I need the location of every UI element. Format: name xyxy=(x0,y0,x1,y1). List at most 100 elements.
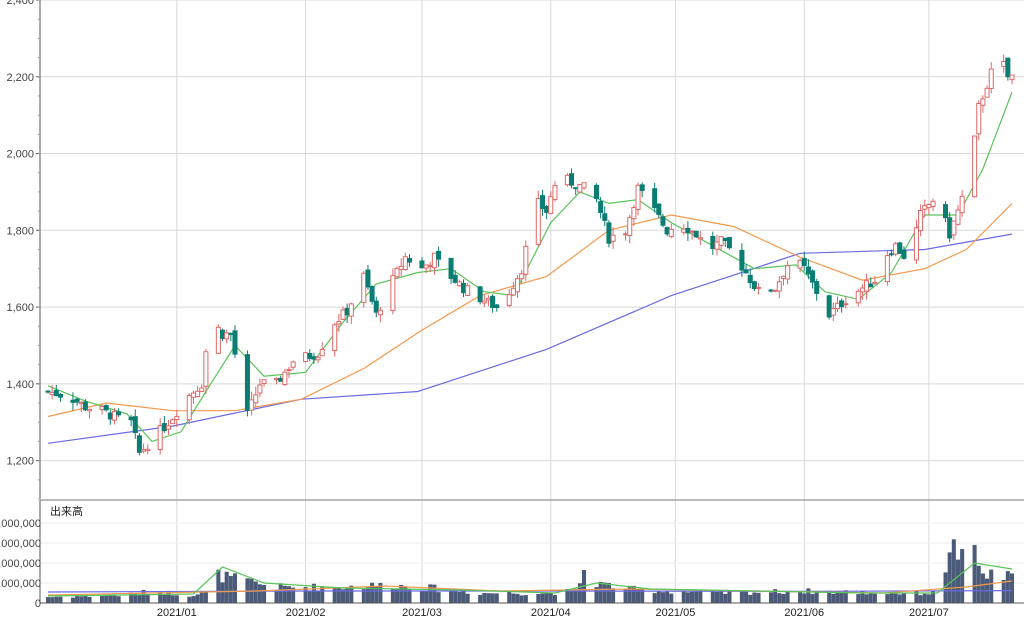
volume-bar xyxy=(216,569,221,603)
candle-down xyxy=(656,203,662,215)
candle-down xyxy=(82,401,88,411)
candle-up xyxy=(174,416,180,421)
volume-bar xyxy=(419,590,424,603)
volume-bar xyxy=(864,594,869,603)
volume-bar xyxy=(365,587,370,603)
volume-y-tick-label: 3,000,000 xyxy=(0,538,41,550)
price-y-tick-label: 2,400 xyxy=(6,0,34,7)
price-y-tick-label: 2,200 xyxy=(6,72,34,84)
volume-bar xyxy=(785,591,790,603)
volume-bar xyxy=(640,587,645,603)
volume-bar xyxy=(748,594,753,603)
volume-bar xyxy=(627,585,632,603)
candle-down xyxy=(710,236,716,250)
volume-bar xyxy=(54,596,59,603)
candle-up xyxy=(834,302,841,310)
candle-up xyxy=(78,401,84,405)
volume-bar xyxy=(332,587,337,603)
volume-bar xyxy=(714,591,720,603)
candle-down xyxy=(161,423,167,432)
volume-bar xyxy=(636,589,641,603)
ma-long-line xyxy=(47,233,1013,444)
candle-down xyxy=(573,187,579,190)
candle-down xyxy=(768,289,774,292)
volume-bar xyxy=(486,593,491,603)
volume-bar xyxy=(569,589,574,603)
candle-down xyxy=(132,416,138,434)
volume-bar xyxy=(253,581,258,603)
candle-down xyxy=(693,230,699,238)
candle-up xyxy=(87,408,93,412)
volume-bar xyxy=(428,584,433,603)
volume-bar xyxy=(457,591,462,603)
volume-bar xyxy=(145,593,150,603)
candle-down xyxy=(494,304,500,309)
volume-bar xyxy=(220,582,225,603)
candle-up xyxy=(548,196,554,214)
candle-up xyxy=(797,259,803,269)
candle-down xyxy=(228,332,234,335)
candle-up xyxy=(610,234,616,242)
candle-up xyxy=(918,209,924,232)
volume-bar xyxy=(660,592,665,603)
volume-bar xyxy=(461,591,466,603)
volume-bar xyxy=(602,582,607,603)
candle-up xyxy=(872,281,878,285)
volume-bar xyxy=(523,595,528,603)
candle-down xyxy=(311,356,317,360)
candle-up xyxy=(681,228,687,233)
volume-bar xyxy=(552,595,557,603)
volume-bar xyxy=(58,596,63,603)
candle-up xyxy=(1001,60,1007,67)
volume-bar xyxy=(814,590,819,603)
volume-bar xyxy=(665,590,670,603)
volume-bar xyxy=(806,588,811,603)
volume-bar xyxy=(79,596,84,603)
x-tick-label: 2021/01 xyxy=(157,607,197,619)
volume-bar xyxy=(316,590,321,603)
candle-down xyxy=(722,237,728,241)
candle-down xyxy=(460,282,467,294)
volume-bar xyxy=(872,593,877,603)
candle-down xyxy=(660,216,666,226)
candle-up xyxy=(689,230,695,233)
volume-bar xyxy=(395,589,400,603)
volume-bar xyxy=(843,590,848,603)
x-tick-label: 2021/06 xyxy=(784,607,824,619)
volume-y-tick-label: 2,000,000 xyxy=(0,558,41,570)
volume-bar xyxy=(390,589,395,603)
candle-up xyxy=(913,227,919,261)
volume-bar xyxy=(901,593,906,603)
x-tick-label: 2021/03 xyxy=(402,607,442,619)
volume-bar xyxy=(129,592,134,603)
candle-up xyxy=(976,102,982,135)
candle-up xyxy=(186,394,192,421)
volume-bar xyxy=(141,589,146,603)
candle-up xyxy=(111,411,118,421)
candle-up xyxy=(390,275,396,312)
candle-up xyxy=(535,197,541,245)
candle-up xyxy=(776,281,782,292)
candle-down xyxy=(1005,57,1011,78)
price-y-tick-label: 1,200 xyxy=(6,456,34,468)
x-tick-label: 2021/05 xyxy=(656,607,696,619)
candle-down xyxy=(278,377,284,382)
volume-bar xyxy=(511,593,516,603)
volume-bar xyxy=(631,585,636,603)
volume-bar xyxy=(1001,579,1006,603)
volume-bar xyxy=(349,585,354,603)
candle-up xyxy=(485,297,491,301)
candle-down xyxy=(477,286,483,303)
candle-up xyxy=(398,265,404,270)
volume-bar xyxy=(336,587,341,603)
ma-short-line xyxy=(47,91,1013,443)
volume-bar xyxy=(976,565,981,603)
candle-up xyxy=(984,87,990,98)
volume-bar xyxy=(656,590,661,603)
candles xyxy=(45,54,1015,456)
volume-bar xyxy=(669,593,674,603)
candle-up xyxy=(224,332,230,340)
volume-bar xyxy=(926,594,931,603)
